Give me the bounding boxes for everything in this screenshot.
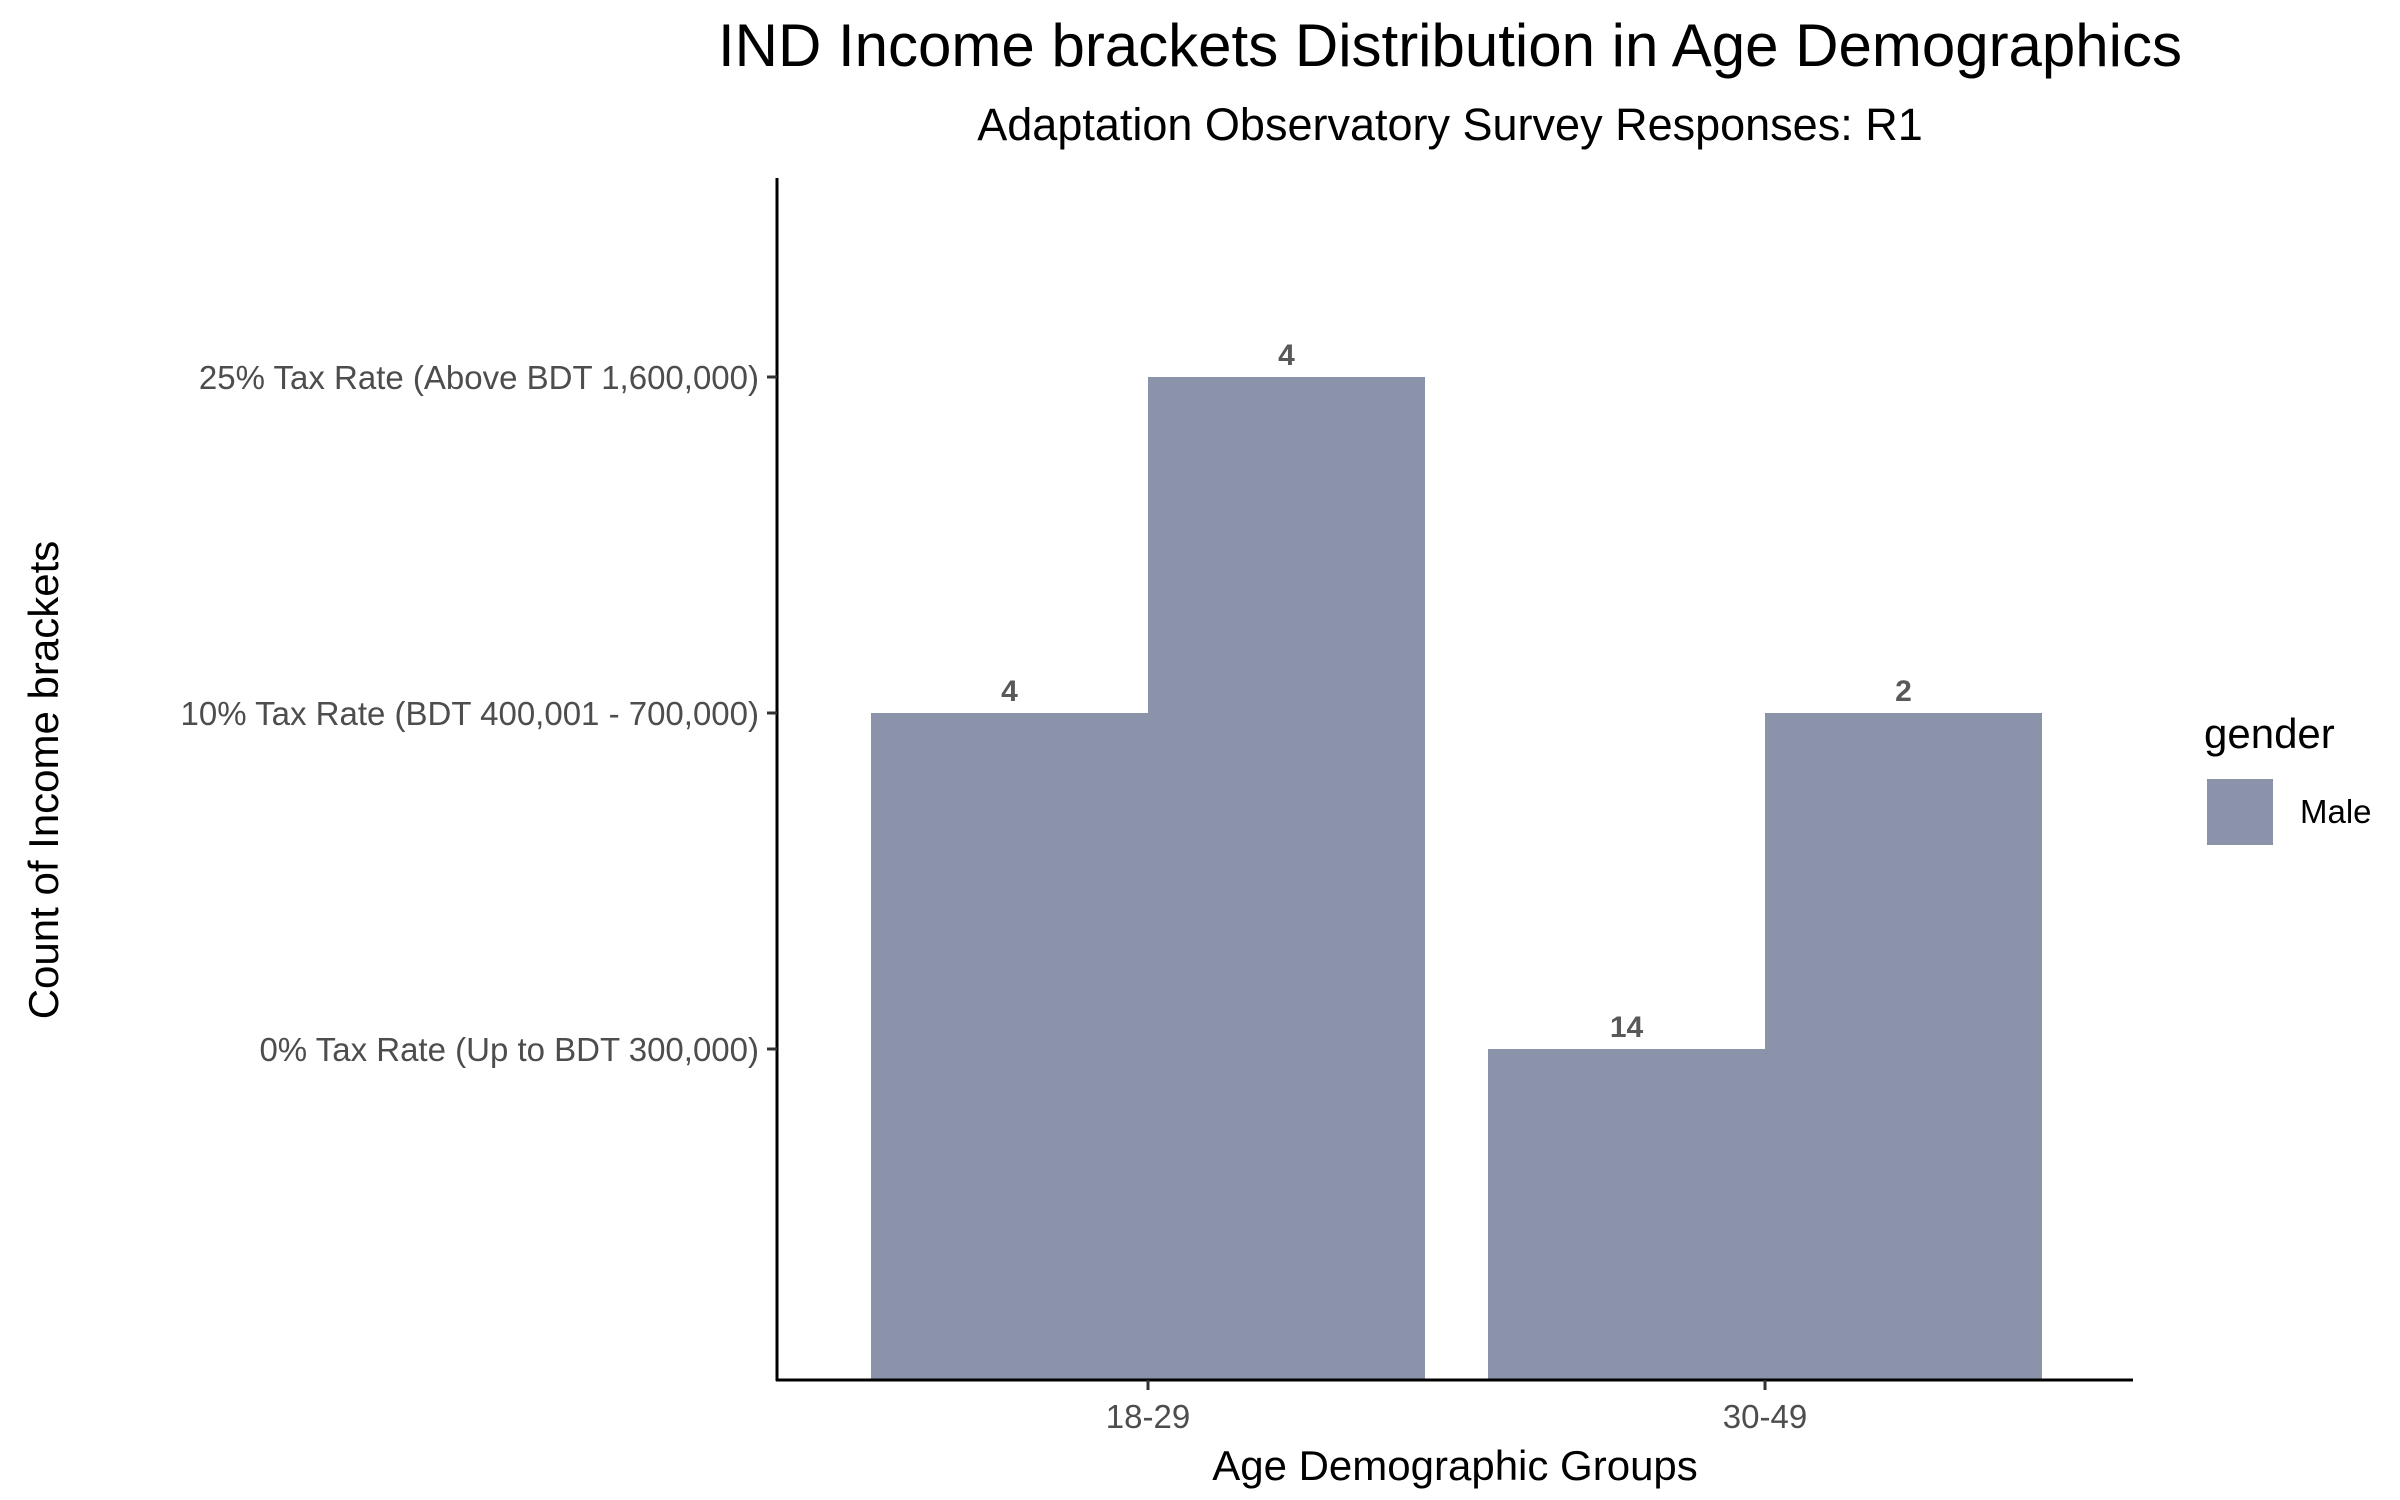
data-labels-layer: 4 4 14 2 (1001, 339, 1912, 1044)
data-label: 14 (1610, 1011, 1644, 1044)
x-tick-label: 18-29 (1106, 1398, 1190, 1435)
y-ticks-layer: 0% Tax Rate (Up to BDT 300,000) 10% Tax R… (181, 359, 777, 1068)
bar-18-29-1 (871, 713, 1148, 1380)
bar-30-49-1 (1488, 1049, 1765, 1380)
chart-title: IND Income brackets Distribution in Age … (718, 12, 2182, 79)
y-axis-title: Count of Income brackets (20, 541, 67, 1020)
x-ticks-layer: 18-29 30-49 (1106, 1380, 1807, 1435)
data-label: 4 (1278, 339, 1295, 372)
y-tick-label: 25% Tax Rate (Above BDT 1,600,000) (199, 359, 759, 396)
bar-30-49-2 (1765, 713, 2042, 1380)
legend-title: gender (2204, 710, 2335, 757)
bar-18-29-2 (1148, 377, 1425, 1380)
data-label: 4 (1001, 675, 1018, 708)
legend-label-male: Male (2300, 793, 2372, 830)
y-tick-label: 0% Tax Rate (Up to BDT 300,000) (259, 1031, 759, 1068)
legend: gender Male (2204, 710, 2372, 845)
legend-swatch-male (2207, 779, 2273, 845)
chart-subtitle: Adaptation Observatory Survey Responses:… (977, 99, 1922, 150)
x-tick-label: 30-49 (1723, 1398, 1807, 1435)
data-label: 2 (1895, 675, 1912, 708)
bars-layer (871, 377, 2042, 1380)
x-axis-title: Age Demographic Groups (1212, 1442, 1698, 1489)
y-tick-label: 10% Tax Rate (BDT 400,001 - 700,000) (181, 695, 759, 732)
